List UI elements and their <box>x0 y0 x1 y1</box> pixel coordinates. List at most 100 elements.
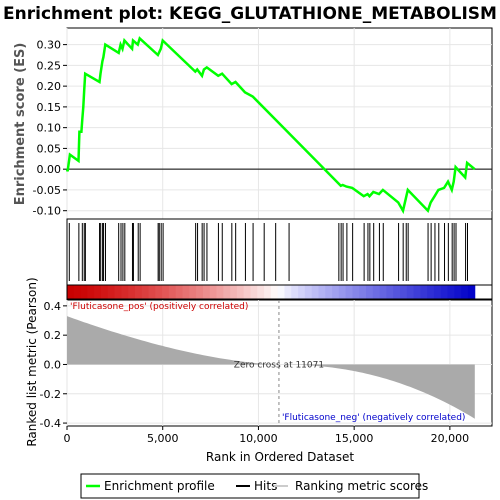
color-bar-segment <box>427 285 435 299</box>
ranking-metric-area <box>67 316 475 419</box>
positive-correlation-label: 'Fluticasone_pos' (positively correlated… <box>70 302 248 312</box>
bottom-x-tick-label: 15,000 <box>335 432 374 445</box>
color-bar-segment <box>196 285 204 299</box>
color-bar-segment <box>175 285 184 299</box>
color-bar-segment <box>270 285 279 299</box>
ranked-metric-panel: -0.4 -0.2 0.0 0.2 0.4 0 5,000 10,000 15,000 20,0… <box>25 277 493 464</box>
bottom-x-tick-label: 0 <box>64 432 71 445</box>
color-bar-segment <box>223 285 231 299</box>
metric-axis-title: Ranked list metric (Pearson) <box>25 277 39 446</box>
bottom-x-ticks: 0 5,000 10,000 15,000 20,000 <box>64 426 470 445</box>
color-bar-segment <box>284 285 292 299</box>
color-bar-segment <box>359 285 367 299</box>
color-bar-segment <box>202 285 211 299</box>
ranked-list-color-bar <box>66 284 493 300</box>
bottom-y-tick-label: 0.0 <box>44 358 62 371</box>
legend: Enrichment profile Hits Ranking metric s… <box>80 473 428 499</box>
color-bar-segment <box>406 285 415 299</box>
color-bar-segment <box>332 285 340 299</box>
color-bar-segment <box>352 285 360 299</box>
top-y-ticks: -0.10 -0.05 0.00 0.05 0.10 0.15 0.20 0.25 0.30 <box>33 39 67 218</box>
color-bar-segment <box>134 285 143 299</box>
color-bar-segment <box>209 285 218 299</box>
color-bar-segment <box>291 285 299 299</box>
bottom-y-ticks: -0.4 -0.2 0.0 0.2 0.4 <box>40 300 67 430</box>
color-bar-segment <box>338 285 347 299</box>
top-y-tick-label: 0.25 <box>37 59 62 72</box>
color-bar-segment <box>67 285 75 299</box>
color-bar-segment <box>454 285 462 299</box>
legend-ranking-label: Ranking metric scores <box>295 479 428 493</box>
enrichment-profile-line <box>65 36 476 215</box>
color-bar-segment <box>366 285 374 299</box>
color-bar-border <box>66 284 493 300</box>
color-bar-segment <box>236 285 245 299</box>
rank-axis-title: Rank in Ordered Dataset <box>206 450 354 464</box>
color-bar-segment <box>243 285 251 299</box>
color-bar-segment <box>393 285 401 299</box>
color-bar-segment <box>277 285 285 299</box>
color-bar-segment <box>433 285 442 299</box>
color-bar-segment <box>141 285 150 299</box>
color-bar-segment <box>420 285 428 299</box>
es-axis-title: Enrichment score (ES) <box>13 43 28 206</box>
color-bar-segment <box>298 285 306 299</box>
color-bar-segment <box>230 285 238 299</box>
color-bar-segment <box>114 285 122 299</box>
bottom-y-tick-label: 0.4 <box>44 300 62 313</box>
top-y-tick-label: -0.05 <box>33 184 61 197</box>
color-bar-segment <box>148 285 156 299</box>
color-bar-segment <box>121 285 129 299</box>
legend-hits-label: Hits <box>254 479 277 493</box>
color-bar-segment <box>318 285 326 299</box>
color-bar-segment <box>94 285 102 299</box>
color-bar-segment <box>400 285 408 299</box>
color-bar-segment <box>250 285 258 299</box>
color-bar-segment <box>107 285 116 299</box>
top-y-tick-label: 0.10 <box>37 122 62 135</box>
color-bar-segment <box>325 285 333 299</box>
color-bar-segment <box>162 285 170 299</box>
color-bar-segment <box>447 285 455 299</box>
color-bar-segment <box>461 285 469 299</box>
color-bar-segment <box>155 285 163 299</box>
legend-enrichment-label: Enrichment profile <box>104 479 215 493</box>
color-bar-segment <box>311 285 319 299</box>
color-bar-segment <box>87 285 95 299</box>
color-bar-segment <box>189 285 197 299</box>
color-bar-segment <box>128 285 136 299</box>
bottom-x-tick-label: 20,000 <box>431 432 470 445</box>
color-bar-segment <box>257 285 265 299</box>
color-bar-segment <box>182 285 190 299</box>
negative-correlation-label: 'Fluticasone_neg' (negatively correlated… <box>282 413 465 423</box>
hits-panel <box>66 218 493 286</box>
color-bar-segment <box>467 285 476 299</box>
chart-title: Enrichment plot: KEGG_GLUTATHIONE_METABO… <box>3 4 497 24</box>
color-bar-segment <box>100 285 109 299</box>
color-bar-segment <box>386 285 394 299</box>
color-bar-segment <box>413 285 421 299</box>
bottom-y-tick-label: 0.2 <box>44 329 62 342</box>
top-y-tick-label: 0.15 <box>37 101 62 114</box>
color-bar-segment <box>80 285 88 299</box>
color-bar-segment <box>216 285 224 299</box>
bottom-x-tick-label: 5,000 <box>147 432 179 445</box>
hit-lines <box>68 223 468 281</box>
color-bar-segment <box>345 285 353 299</box>
top-y-tick-label: 0.05 <box>37 142 62 155</box>
top-y-tick-label: 0.30 <box>37 39 62 52</box>
color-bar-segment <box>379 285 387 299</box>
bottom-y-tick-label: -0.2 <box>40 388 61 401</box>
color-bar-segment <box>372 285 381 299</box>
color-bar-segment <box>440 285 449 299</box>
color-bar-segment <box>168 285 177 299</box>
top-y-tick-label: 0.00 <box>37 163 62 176</box>
enrichment-score-panel: -0.10 -0.05 0.00 0.05 0.10 0.15 0.20 0.25 0.30 E… <box>13 27 493 220</box>
zero-cross-label: Zero cross at 11071 <box>234 360 324 370</box>
top-y-tick-label: 0.20 <box>37 80 62 93</box>
color-bar-segment <box>264 285 272 299</box>
color-bar-segment <box>304 285 313 299</box>
bottom-y-tick-label: -0.4 <box>40 417 61 430</box>
top-y-tick-label: -0.10 <box>33 205 61 218</box>
